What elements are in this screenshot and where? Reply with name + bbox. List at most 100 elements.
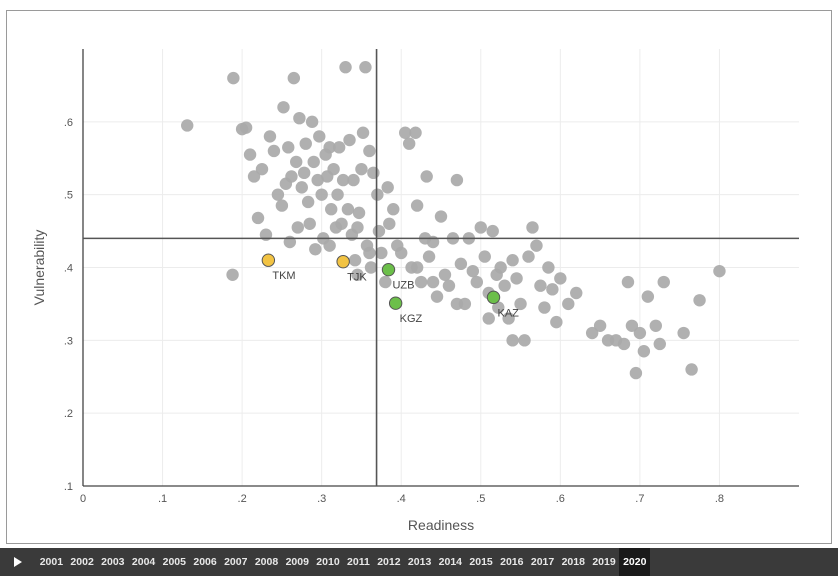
data-point[interactable] xyxy=(307,155,320,169)
data-point[interactable] xyxy=(277,101,290,114)
data-point[interactable] xyxy=(287,71,301,85)
data-point[interactable] xyxy=(375,246,388,260)
data-point[interactable] xyxy=(550,315,563,329)
highlighted-point-kaz[interactable] xyxy=(486,290,501,305)
data-point[interactable] xyxy=(450,173,464,187)
year-2002[interactable]: 2002 xyxy=(70,556,94,568)
data-point[interactable] xyxy=(381,181,394,194)
data-point[interactable] xyxy=(653,337,666,351)
data-point[interactable] xyxy=(454,257,468,271)
data-point[interactable] xyxy=(335,217,348,230)
year-2018[interactable]: 2018 xyxy=(561,556,585,568)
data-point[interactable] xyxy=(426,275,440,289)
data-point[interactable] xyxy=(409,126,422,139)
data-point[interactable] xyxy=(637,345,651,358)
data-point[interactable] xyxy=(510,272,523,285)
data-point[interactable] xyxy=(526,221,539,234)
data-point[interactable] xyxy=(181,119,194,132)
highlighted-point-tjk[interactable] xyxy=(336,254,350,269)
data-point[interactable] xyxy=(325,203,338,216)
play-button[interactable] xyxy=(4,548,32,576)
year-2009[interactable]: 2009 xyxy=(285,556,309,568)
highlighted-point-tkm[interactable] xyxy=(261,253,276,267)
year-2008[interactable]: 2008 xyxy=(254,556,279,568)
data-point[interactable] xyxy=(297,166,311,180)
data-point[interactable] xyxy=(685,363,698,376)
data-point[interactable] xyxy=(514,297,527,311)
data-point[interactable] xyxy=(247,170,261,183)
data-point[interactable] xyxy=(263,130,277,143)
data-point[interactable] xyxy=(482,312,495,325)
data-point[interactable] xyxy=(554,272,567,285)
data-point[interactable] xyxy=(355,162,368,176)
data-point[interactable] xyxy=(313,130,326,143)
data-point[interactable] xyxy=(450,297,464,311)
year-2007[interactable]: 2007 xyxy=(224,556,248,568)
data-point[interactable] xyxy=(351,268,364,281)
data-point[interactable] xyxy=(323,239,336,252)
year-2010[interactable]: 2010 xyxy=(316,556,340,568)
data-point[interactable] xyxy=(267,144,281,158)
data-point[interactable] xyxy=(363,144,376,158)
data-point[interactable] xyxy=(422,250,436,263)
data-point[interactable] xyxy=(352,206,366,220)
data-point[interactable] xyxy=(309,243,322,256)
year-2011[interactable]: 2011 xyxy=(347,556,370,568)
data-point[interactable] xyxy=(347,173,360,187)
data-point[interactable] xyxy=(562,297,575,311)
data-point[interactable] xyxy=(364,261,378,274)
data-point[interactable] xyxy=(438,268,452,281)
data-point[interactable] xyxy=(243,148,257,161)
data-point[interactable] xyxy=(315,188,328,201)
data-point[interactable] xyxy=(570,286,583,300)
data-point[interactable] xyxy=(387,203,400,216)
data-point[interactable] xyxy=(271,188,285,201)
data-point[interactable] xyxy=(693,294,706,307)
data-point[interactable] xyxy=(534,279,547,292)
highlighted-point-kgz[interactable] xyxy=(388,296,403,310)
data-point[interactable] xyxy=(379,275,392,289)
data-point[interactable] xyxy=(617,337,631,351)
data-point[interactable] xyxy=(291,221,304,234)
data-point[interactable] xyxy=(506,334,519,347)
data-point[interactable] xyxy=(239,121,253,134)
year-2006[interactable]: 2006 xyxy=(193,556,217,568)
data-point[interactable] xyxy=(498,279,511,292)
data-point[interactable] xyxy=(356,126,370,139)
data-point[interactable] xyxy=(372,224,386,238)
year-2001[interactable]: 2001 xyxy=(39,556,64,568)
data-point[interactable] xyxy=(323,141,336,154)
data-point[interactable] xyxy=(336,173,350,187)
data-point[interactable] xyxy=(530,239,543,252)
data-point[interactable] xyxy=(621,275,635,289)
data-point[interactable] xyxy=(633,326,647,340)
data-point[interactable] xyxy=(522,250,535,263)
data-point[interactable] xyxy=(255,162,269,176)
year-2020[interactable]: 2020 xyxy=(619,548,651,576)
data-point[interactable] xyxy=(641,290,655,303)
data-point[interactable] xyxy=(546,283,559,296)
data-point[interactable] xyxy=(420,170,433,183)
data-point[interactable] xyxy=(226,268,239,281)
data-point[interactable] xyxy=(339,61,352,74)
data-point[interactable] xyxy=(585,326,599,340)
data-point[interactable] xyxy=(629,366,643,380)
data-point[interactable] xyxy=(295,181,308,194)
data-point[interactable] xyxy=(327,162,340,176)
data-point[interactable] xyxy=(363,246,376,260)
year-2017[interactable]: 2017 xyxy=(530,556,555,568)
data-point[interactable] xyxy=(434,210,448,223)
data-point[interactable] xyxy=(303,217,316,230)
data-point[interactable] xyxy=(351,221,364,234)
data-point[interactable] xyxy=(486,224,499,238)
data-point[interactable] xyxy=(395,246,408,260)
highlighted-point-uzb[interactable] xyxy=(381,262,396,277)
data-point[interactable] xyxy=(251,211,265,225)
data-point[interactable] xyxy=(311,173,324,187)
year-2003[interactable]: 2003 xyxy=(101,556,125,568)
year-2016[interactable]: 2016 xyxy=(500,556,524,568)
year-2015[interactable]: 2015 xyxy=(469,556,493,568)
year-2019[interactable]: 2019 xyxy=(592,556,616,568)
data-point[interactable] xyxy=(275,199,289,212)
data-point[interactable] xyxy=(649,319,662,332)
